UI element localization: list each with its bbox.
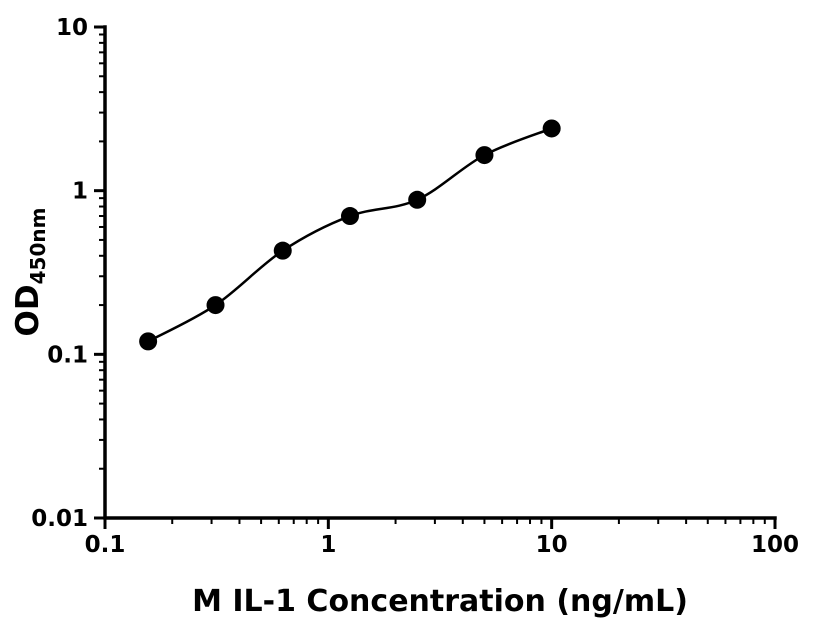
data-point	[206, 296, 225, 315]
data-point	[273, 241, 292, 260]
x-tick-label: 100	[751, 532, 799, 558]
y-axis-title: OD450nm	[10, 208, 50, 337]
x-tick-label: 10	[536, 532, 568, 558]
y-tick-label: 0.01	[31, 506, 88, 532]
x-tick-label: 0.1	[85, 532, 126, 558]
y-tick-label: 10	[56, 15, 88, 41]
axes-line	[103, 25, 777, 520]
x-axis-title: M IL-1 Concentration (ng/mL)	[192, 584, 688, 619]
data-point	[139, 332, 158, 351]
data-point	[542, 119, 561, 138]
y-axis-title-main: OD	[10, 284, 46, 337]
y-axis-title-sub: 450nm	[26, 207, 50, 285]
data-point	[340, 207, 359, 226]
x-tick-label: 1	[320, 532, 336, 558]
y-tick-label: 1	[72, 179, 88, 205]
y-tick-label: 0.1	[47, 342, 88, 368]
data-point	[475, 146, 494, 165]
data-point	[408, 190, 427, 209]
